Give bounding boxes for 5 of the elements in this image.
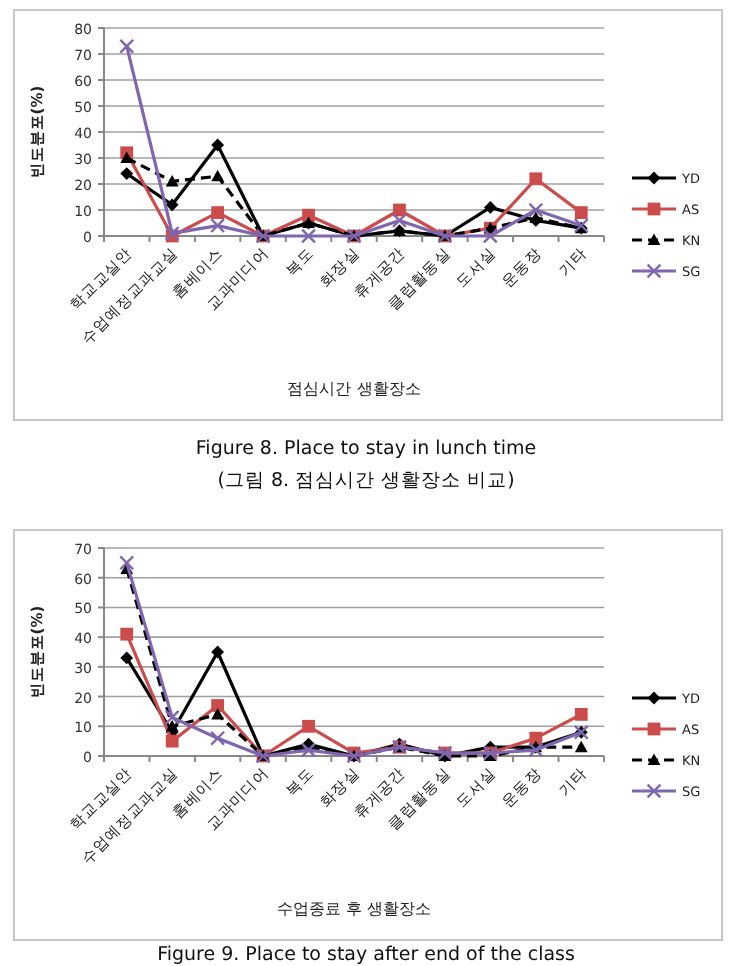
- x-axis-title: 점심시간 생활장소: [287, 380, 421, 398]
- x-axis-title: 수업종료 후 생활장소: [276, 900, 432, 918]
- caption: Figure 9. Place to stay after end of the class: [157, 944, 575, 966]
- text: (그림 8. 점심시간 생활장소 비교): [217, 470, 515, 492]
- caption: Figure 8. Place to stay in lunch time: [195, 438, 537, 460]
